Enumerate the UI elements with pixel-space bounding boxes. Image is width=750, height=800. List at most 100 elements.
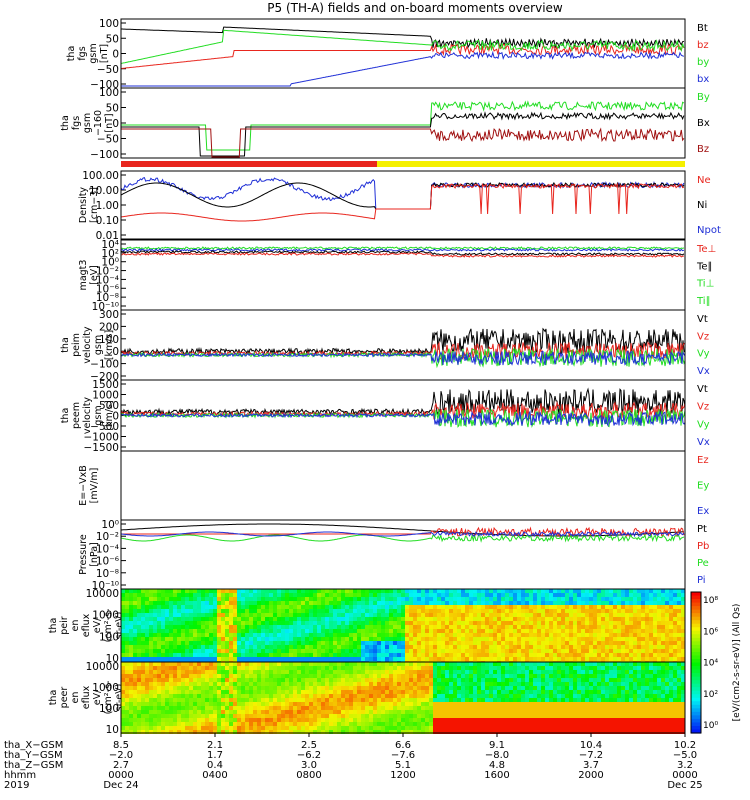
spectrogram-cell	[609, 633, 613, 637]
spectrogram-cell	[341, 710, 345, 714]
spectrogram-cell	[577, 690, 581, 694]
spectrogram-cell	[289, 714, 293, 718]
spectrogram-cell	[197, 617, 201, 621]
spectrogram-cell	[525, 609, 529, 613]
spectrogram-cell	[413, 657, 417, 661]
spectrogram-cell	[573, 670, 577, 674]
spectrogram-cell	[357, 633, 361, 637]
spectrogram-cell	[129, 698, 133, 702]
spectrogram-cell	[465, 629, 469, 633]
spectrogram-cell	[397, 730, 401, 734]
spectrogram-cell	[597, 633, 601, 637]
spectrogram-cell	[489, 722, 493, 726]
spectrogram-cell	[257, 637, 261, 641]
spectrogram-cell	[209, 714, 213, 718]
spectrogram-cell	[413, 617, 417, 621]
spectrogram-cell	[621, 621, 625, 625]
spectrogram-cell	[505, 621, 509, 625]
spectrogram-cell	[141, 710, 145, 714]
spectrogram-cell	[385, 714, 389, 718]
spectrogram-cell	[237, 653, 241, 657]
spectrogram-cell	[325, 649, 329, 653]
spectrogram-cell	[365, 670, 369, 674]
spectrogram-cell	[681, 593, 685, 597]
spectrogram-cell	[581, 617, 585, 621]
spectrogram-cell	[565, 621, 569, 625]
spectrogram-cell	[465, 645, 469, 649]
spectrogram-cell	[181, 670, 185, 674]
spectrogram-cell	[277, 609, 281, 613]
spectrogram-cell	[365, 718, 369, 722]
spectrogram-cell	[361, 674, 365, 678]
spectrogram-cell	[425, 698, 429, 702]
spectrogram-cell	[453, 597, 457, 601]
panel-vi-legend-Vz: Vz	[697, 331, 709, 342]
spectrogram-cell	[529, 621, 533, 625]
spectrogram-cell	[265, 690, 269, 694]
spectrogram-cell	[537, 730, 541, 734]
spectrogram-cell	[381, 609, 385, 613]
spectrogram-cell	[489, 670, 493, 674]
spectrogram-cell	[317, 617, 321, 621]
spectrogram-cell	[141, 629, 145, 633]
spectrogram-cell	[513, 694, 517, 698]
spectrogram-cell	[413, 682, 417, 686]
spectrogram-cell	[489, 601, 493, 605]
spectrogram-cell	[441, 593, 445, 597]
spectrogram-cell	[289, 625, 293, 629]
spectrogram-cell	[301, 710, 305, 714]
spectrogram-cell	[397, 621, 401, 625]
spectrogram-cell	[325, 633, 329, 637]
spectrogram-cell	[237, 690, 241, 694]
spectrogram-cell	[489, 633, 493, 637]
spectrogram-cell	[309, 706, 313, 710]
spectrogram-cell	[409, 686, 413, 690]
spectrogram-cell	[185, 670, 189, 674]
spectrogram-cell	[577, 653, 581, 657]
spectrogram-cell	[189, 722, 193, 726]
panel-density-legend-Ni: Ni	[697, 200, 707, 211]
spectrogram-cell	[285, 613, 289, 617]
spectrogram-cell	[545, 722, 549, 726]
spectrogram-cell	[553, 645, 557, 649]
spectrogram-cell	[373, 625, 377, 629]
spectrogram-cell	[677, 605, 681, 609]
spectrogram-cell	[577, 605, 581, 609]
spectrogram-cell	[213, 710, 217, 714]
spectrogram-cell	[661, 609, 665, 613]
spectrogram-cell	[301, 690, 305, 694]
spectrogram-cell	[249, 609, 253, 613]
spectrogram-cell	[213, 601, 217, 605]
spectrogram-cell	[353, 670, 357, 674]
spectrogram-cell	[141, 666, 145, 670]
spectrogram-cell	[185, 605, 189, 609]
spectrogram-cell	[561, 625, 565, 629]
panel-pressure-tick: 10⁰	[101, 519, 119, 531]
spectrogram-cell	[441, 645, 445, 649]
spectrogram-cell	[369, 714, 373, 718]
spectrogram-cell	[653, 589, 657, 593]
spectrogram-cell	[173, 722, 177, 726]
spectrogram-cell	[337, 613, 341, 617]
spectrogram-cell	[493, 698, 497, 702]
spectrogram-cell	[653, 601, 657, 605]
spectrogram-cell	[357, 714, 361, 718]
spectrogram-cell	[381, 657, 385, 661]
spectrogram-cell	[449, 601, 453, 605]
spectrogram-cell	[617, 617, 621, 621]
spectrogram-cell	[233, 682, 237, 686]
spectrogram-cell	[309, 601, 313, 605]
spectrogram-cell	[429, 698, 433, 702]
spectrogram-cell	[177, 662, 181, 666]
spectrogram-cell	[625, 653, 629, 657]
spectrogram-cell	[557, 629, 561, 633]
spectrogram-cell	[341, 637, 345, 641]
spectrogram-cell	[449, 674, 453, 678]
spectrogram-cell	[541, 593, 545, 597]
spectrogram-cell	[609, 625, 613, 629]
spectrogram-cell	[613, 629, 617, 633]
spectrogram-cell	[521, 694, 525, 698]
spectrogram-cell	[237, 657, 241, 661]
spectrogram-cell	[313, 613, 317, 617]
spectrogram-cell	[401, 678, 405, 682]
